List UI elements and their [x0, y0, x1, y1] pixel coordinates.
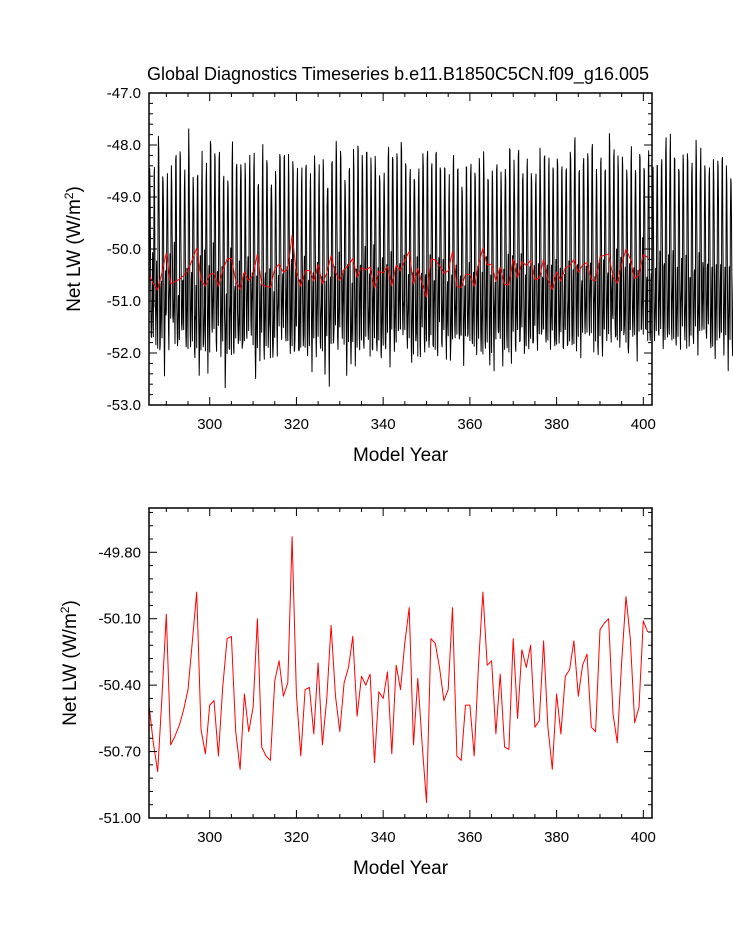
x-tick-label: 320: [284, 829, 309, 846]
bottom-panel: 300 320 340 360 380 400 -51.00 -50.70 -50.40 -50.…: [58, 507, 656, 879]
y-tick-label: -48.0: [107, 137, 141, 154]
y-tick-label: -51.0: [107, 293, 141, 310]
y-tick-label: -51.00: [98, 810, 141, 827]
y-tick-label: -50.40: [98, 677, 141, 694]
y-tick-label: -49.80: [98, 544, 141, 561]
plot-frame: [148, 507, 653, 819]
series-line-0: [148, 128, 733, 389]
x-tick-label: 380: [544, 829, 569, 846]
y-axis-label: Net LW (W/m2): [62, 186, 85, 312]
x-tick-label: 300: [197, 416, 222, 433]
y-tick-label: -53.0: [107, 397, 141, 414]
y-tick-label: -52.0: [107, 345, 141, 362]
x-tick-label: 400: [631, 416, 656, 433]
x-tick-label: 400: [631, 829, 656, 846]
x-tick-label: 360: [457, 829, 482, 846]
top-panel: 300 320 340 360 380 400 -53.0 -52.0 -51.0 -50.0 -4…: [62, 85, 733, 466]
x-tick-label: 380: [544, 416, 569, 433]
x-axis-label: Model Year: [353, 445, 449, 466]
x-tick-label: 360: [457, 416, 482, 433]
x-axis-label: Model Year: [353, 858, 449, 879]
x-tick-label: 320: [284, 416, 309, 433]
x-tick-label: 340: [371, 416, 396, 433]
y-tick-label: -50.70: [98, 744, 141, 761]
x-tick-label: 340: [371, 829, 396, 846]
series-line-0: [148, 536, 649, 803]
series-line-1: [148, 234, 648, 298]
chart-title: Global Diagnostics Timeseries b.e11.B185…: [147, 64, 649, 85]
y-tick-label: -47.0: [107, 85, 141, 102]
y-tick-label: -49.0: [107, 189, 141, 206]
y-tick-label: -50.10: [98, 611, 141, 628]
y-axis-label: Net LW (W/m2): [58, 600, 81, 726]
x-tick-label: 300: [197, 829, 222, 846]
y-tick-label: -50.0: [107, 241, 141, 258]
